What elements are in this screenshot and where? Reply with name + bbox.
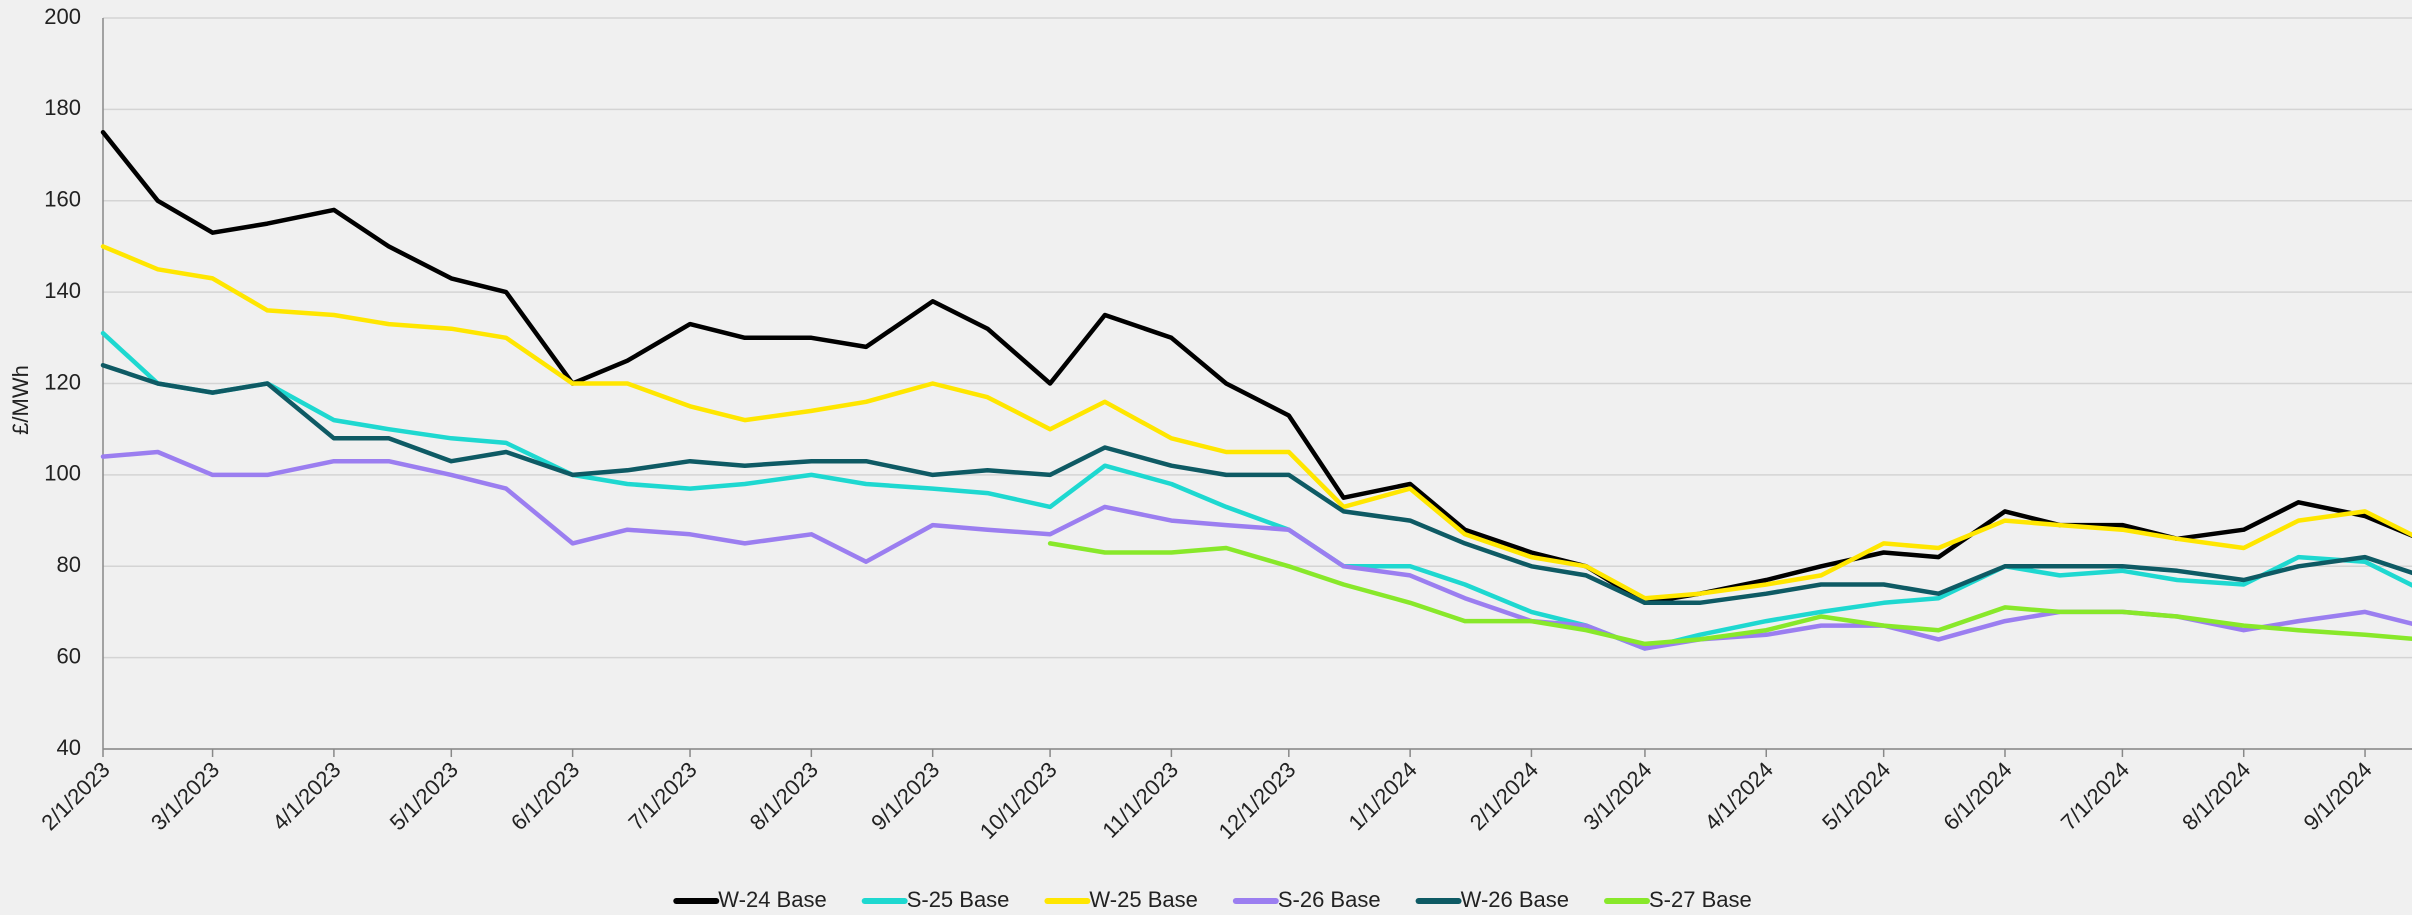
- x-tick-label: 7/1/2024: [2056, 757, 2134, 835]
- legend-label: S-27 Base: [1649, 887, 1752, 912]
- series-line: [100, 449, 2412, 651]
- legend-label: W-26 Base: [1461, 887, 1569, 912]
- x-tick-label: 3/1/2024: [1578, 757, 1656, 835]
- x-tick-label: 10/1/2023: [975, 757, 1062, 844]
- x-tick-label: 4/1/2024: [1700, 757, 1778, 835]
- y-tick-label: 140: [44, 278, 81, 303]
- y-tick-label: 100: [44, 461, 81, 486]
- legend-label: S-26 Base: [1278, 887, 1381, 912]
- y-tick-label: 40: [57, 735, 81, 760]
- y-tick-label: 200: [44, 4, 81, 29]
- y-tick-label: 160: [44, 187, 81, 212]
- y-tick-label: 80: [57, 552, 81, 577]
- x-tick-label: 1/1/2024: [1344, 757, 1422, 835]
- x-tick-label: 8/1/2023: [745, 757, 823, 835]
- y-axis-label: £/MWh: [8, 365, 33, 435]
- x-tick-label: 8/1/2024: [2177, 757, 2255, 835]
- x-tick-label: 5/1/2023: [385, 757, 463, 835]
- legend-label: S-25 Base: [907, 887, 1010, 912]
- x-tick-label: 6/1/2023: [506, 757, 584, 835]
- y-tick-label: 120: [44, 369, 81, 394]
- x-tick-label: 7/1/2023: [623, 757, 701, 835]
- x-tick-label: 2/1/2024: [1465, 757, 1543, 835]
- x-tick-label: 12/1/2023: [1214, 757, 1301, 844]
- x-tick-label: 9/1/2023: [866, 757, 944, 835]
- legend-label: W-24 Base: [718, 887, 826, 912]
- x-tick-label: 3/1/2023: [146, 757, 224, 835]
- series-line: [100, 330, 2412, 651]
- legend: W-24 Base S-25 Base W-25 Base S-26 Base W-26…: [673, 887, 1752, 912]
- series-line: [100, 244, 2412, 601]
- x-tick-label: 4/1/2023: [267, 757, 345, 835]
- series-line: [100, 129, 2412, 606]
- legend-label: W-25 Base: [1089, 887, 1197, 912]
- x-tick-label: 6/1/2024: [1938, 757, 2016, 835]
- series-line: [1047, 541, 2412, 647]
- y-tick-label: 60: [57, 643, 81, 668]
- x-tick-label: 11/1/2023: [1097, 757, 1183, 843]
- series-line: [100, 362, 2412, 606]
- x-tick-label: 2/1/2023: [36, 757, 114, 835]
- x-tick-label: 5/1/2024: [1817, 757, 1895, 835]
- y-tick-label: 180: [44, 95, 81, 120]
- x-tick-label: 9/1/2024: [2298, 757, 2376, 835]
